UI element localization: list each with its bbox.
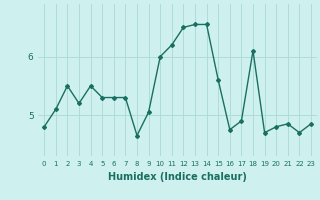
X-axis label: Humidex (Indice chaleur): Humidex (Indice chaleur) <box>108 172 247 182</box>
